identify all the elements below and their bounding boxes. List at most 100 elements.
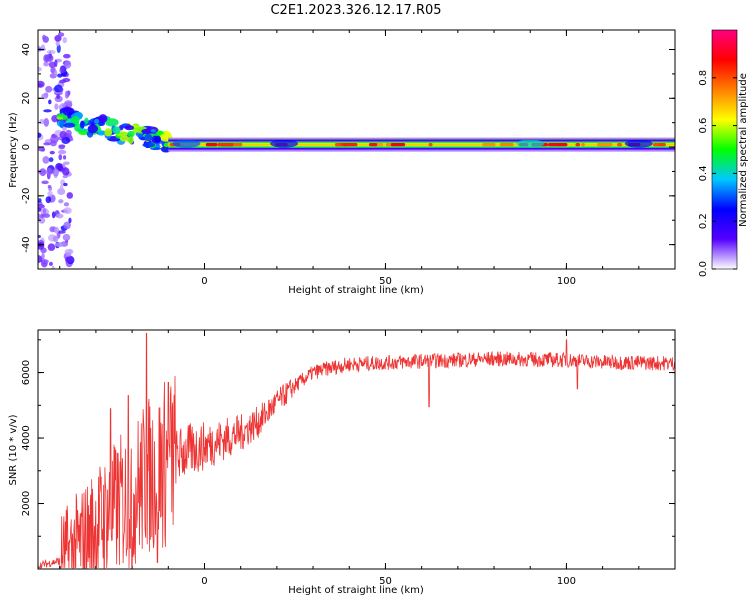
heatmap-carrier-peak: [368, 143, 378, 147]
heatmap-noise-blob: [43, 54, 50, 63]
heatmap-noise-blob: [38, 255, 43, 264]
heatmap-noise-blob: [38, 204, 45, 209]
heatmap-noise-blob: [42, 156, 50, 164]
heatmap-carrier-bulge: [270, 139, 299, 148]
heatmap-noise-blob: [64, 256, 74, 264]
heatmap-signal-blob: [73, 123, 82, 132]
heatmap-carrier-peak: [205, 143, 218, 147]
y-tick-label: 20: [21, 92, 32, 105]
heatmap-noise-blob: [59, 67, 65, 74]
heatmap-noise-blob: [54, 59, 58, 68]
heatmap-noise-blob: [66, 252, 72, 258]
heatmap-noise-blob: [42, 207, 47, 215]
heatmap-noise-blob: [52, 235, 59, 243]
heatmap-carrier-peak: [657, 143, 666, 147]
colorbar-ticks: 0.0 0.2 0.4 0.6 0.8: [698, 70, 737, 277]
heatmap-noise-blob: [49, 150, 55, 155]
heatmap-noise-blob: [47, 184, 52, 189]
heatmap-noise-blob: [65, 101, 72, 107]
heatmap-noise-blob: [55, 242, 64, 248]
heatmap-signal-blob: [128, 136, 134, 144]
heatmap-noise-blob: [48, 99, 52, 105]
heatmap-noise-blob: [43, 142, 51, 146]
heatmap-carrier-bulge: [516, 139, 545, 148]
heatmap-noise-blob: [46, 49, 56, 55]
heatmap-noise-blob: [54, 34, 62, 42]
heatmap-carrier-peak: [217, 143, 234, 147]
colorbar-tick-label: 0.6: [698, 118, 709, 134]
heatmap-noise-blob: [58, 199, 64, 204]
heatmap-noise-blob: [38, 234, 41, 239]
y-tick-label: 40: [21, 43, 32, 56]
heatmap-noise-blob: [62, 155, 67, 160]
heatmap-noise-blob: [48, 261, 53, 266]
heatmap-noise-blob: [48, 61, 56, 68]
heatmap-noise-blob: [42, 213, 51, 218]
heatmap-carrier-line: [168, 137, 675, 152]
colorbar-tick-label: 0.4: [698, 165, 709, 181]
heatmap-signal-blob: [144, 133, 153, 142]
heatmap-marks: [38, 32, 675, 269]
heatmap-noise-blob: [39, 213, 45, 219]
colorbar-tick-label: 0.2: [698, 213, 709, 229]
y-tick-label: 4000: [21, 425, 32, 450]
heatmap-noise-blob: [47, 190, 53, 197]
heatmap-carrier-peak: [482, 143, 496, 147]
heatmap-noise-blob: [62, 233, 71, 241]
heatmap-noise-blob: [38, 217, 46, 224]
heatmap-noise-blob: [58, 145, 65, 150]
heatmap-signal-blob: [112, 126, 121, 135]
heatmap-carrier-peak: [616, 143, 622, 147]
heatmap-noise-blob: [66, 192, 74, 199]
colorbar: 0.0 0.2 0.4 0.6 0.8 Normalized spectral ampl…: [698, 29, 749, 277]
heatmap-noise-blob: [46, 168, 53, 176]
heatmap-carrier-peak: [342, 143, 358, 147]
heatmap-carrier-peak: [596, 143, 613, 147]
heatmap-signal-blob: [71, 116, 80, 124]
heatmap-noise-blob: [53, 69, 58, 77]
heatmap-noise-blob: [68, 217, 72, 224]
heatmap-noise-blob: [57, 149, 67, 155]
heatmap-noise-blob: [57, 165, 64, 172]
y-tick-label: -40: [21, 236, 32, 252]
heatmap-noise-blob: [57, 188, 66, 195]
heatmap-signal-blob: [150, 128, 156, 133]
heatmap-noise-blob: [60, 184, 64, 192]
heatmap-noise-blob: [42, 34, 47, 41]
heatmap-signal-blob: [59, 119, 65, 129]
heatmap-carrier-bulge: [624, 139, 653, 148]
heatmap-signal-blob: [105, 118, 119, 127]
heatmap-noise-blob: [59, 130, 67, 139]
snr-panel: 0 50 100 2000 4000 6000 Height of straight li…: [8, 329, 676, 596]
heatmap-signal-blob: [119, 135, 130, 142]
y-tick-label: 2000: [21, 491, 32, 516]
heatmap-signal-blob: [142, 142, 156, 148]
heatmap-panel: 0 50 100 -40 -20 0 20 40 Height of straight lin…: [8, 29, 676, 296]
heatmap-noise-blob: [47, 243, 56, 251]
x-tick-label: 50: [379, 276, 392, 287]
heatmap-noise-blob: [51, 211, 56, 219]
heatmap-signal-blob: [63, 122, 76, 128]
heatmap-noise-blob: [39, 168, 47, 177]
heatmap-noise-blob: [43, 117, 50, 127]
heatmap-noise-blob: [63, 207, 72, 214]
y-tick-label: 0: [21, 144, 32, 150]
heatmap-noise-blob: [59, 79, 67, 84]
heatmap-noise-blob: [62, 161, 70, 166]
heatmap-noise-blob: [65, 129, 72, 137]
snr-y-axis-label: SNR (10 * v/v): [8, 414, 19, 485]
heatmap-noise-blob: [57, 73, 63, 78]
heatmap-noise-blob: [64, 90, 69, 99]
heatmap-noise-blob: [61, 136, 71, 144]
heatmap-noise-blob: [53, 90, 63, 96]
heatmap-signal-blob: [56, 116, 64, 120]
heatmap-noise-blob: [64, 60, 72, 69]
heatmap-signal-blob: [132, 128, 139, 133]
colorbar-tick-label: 0.0: [698, 261, 709, 277]
y-tick-label: -20: [21, 188, 32, 204]
heatmap-y-axis-label: Frequency (Hz): [8, 112, 19, 188]
heatmap-noise-blob: [58, 154, 63, 161]
heatmap-noise-blob: [62, 167, 70, 176]
heatmap-carrier-peak: [390, 143, 406, 147]
